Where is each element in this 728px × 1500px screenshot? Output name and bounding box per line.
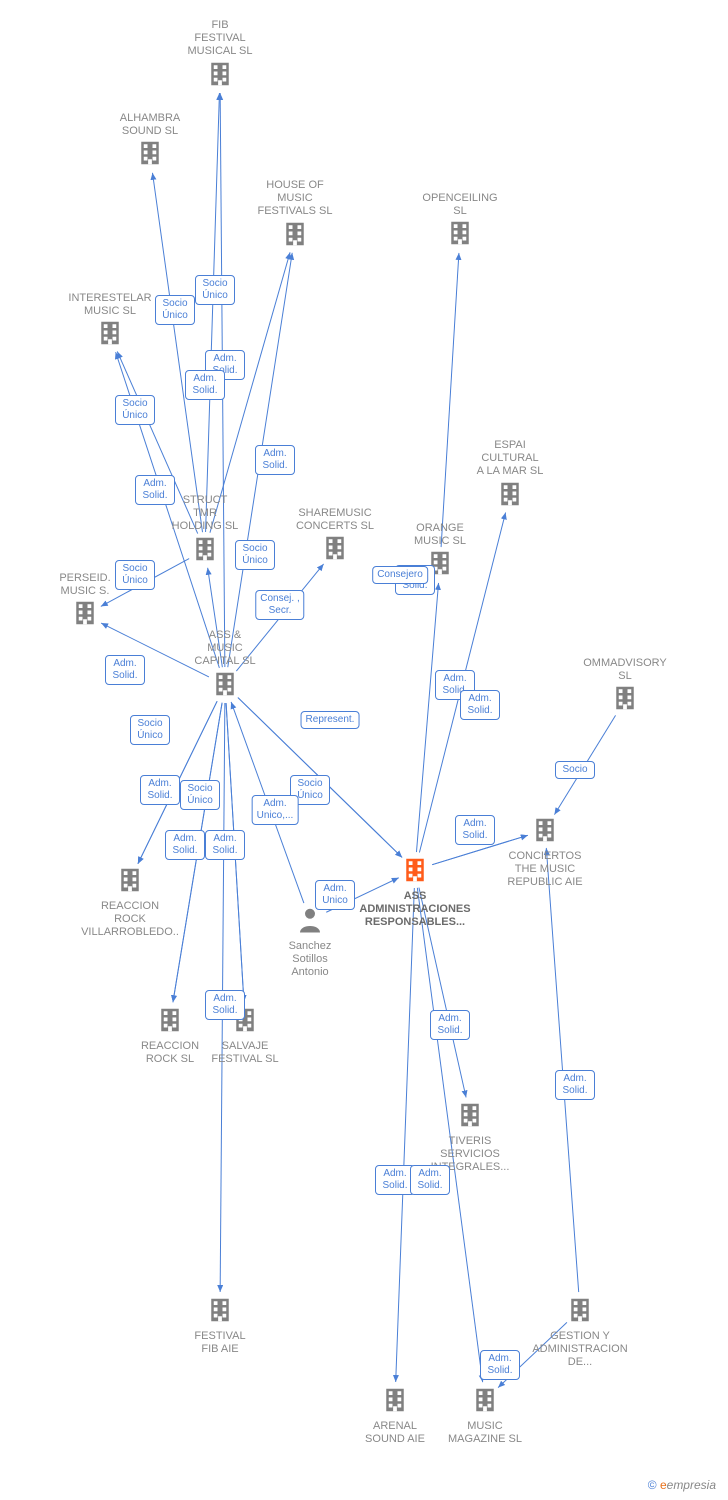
node-label: INTERESTELAR MUSIC SL — [50, 292, 170, 318]
building-icon — [280, 219, 310, 254]
node-label: SHAREMUSIC CONCERTS SL — [275, 507, 395, 533]
node-openceiling[interactable]: OPENCEILING SL — [400, 192, 520, 253]
node-label: ORANGE MUSIC SL — [380, 522, 500, 548]
building-icon — [135, 138, 165, 173]
node-label: ESPAI CULTURAL A LA MAR SL — [450, 439, 570, 479]
copyright-text: empresia — [667, 1478, 716, 1492]
edge-label: Adm.Solid. — [480, 1350, 520, 1380]
edge-line — [416, 583, 438, 852]
node-house_of_music[interactable]: HOUSE OF MUSIC FESTIVALS SL — [235, 179, 355, 254]
node-sharemusic[interactable]: SHAREMUSIC CONCERTS SL — [275, 507, 395, 568]
edge-label: SocioÚnico — [130, 715, 170, 745]
edge-label: Adm.Solid. — [105, 655, 145, 685]
edge-label: Adm.Solid. — [140, 775, 180, 805]
node-conciertos[interactable]: CONCIERTOS THE MUSIC REPUBLIC AIE — [485, 815, 605, 890]
node-sanchez[interactable]: Sanchez Sotillos Antonio — [250, 905, 370, 980]
edge-label: Adm.Solid. — [255, 445, 295, 475]
node-espai[interactable]: ESPAI CULTURAL A LA MAR SL — [450, 439, 570, 514]
node-salvaje[interactable]: SALVAJE FESTIVAL SL — [185, 1005, 305, 1066]
node-reaccion_vill[interactable]: REACCION ROCK VILLARROBLEDO.. — [70, 865, 190, 940]
node-label: SALVAJE FESTIVAL SL — [185, 1040, 305, 1066]
edge-label: SocioÚnico — [115, 560, 155, 590]
edge-label: SocioÚnico — [155, 295, 195, 325]
building-icon — [470, 1385, 500, 1420]
building-icon — [190, 534, 220, 569]
edge-label: SocioÚnico — [180, 780, 220, 810]
edge-label: Adm.Solid. — [205, 990, 245, 1020]
edge-label: Socio — [555, 761, 595, 779]
node-label: ASS ADMINISTRACIONES RESPONSABLES... — [355, 890, 475, 930]
node-label: ASS & MUSIC CAPITAL SL — [165, 629, 285, 669]
edge-label: Adm.Solid. — [555, 1070, 595, 1100]
node-label: CONCIERTOS THE MUSIC REPUBLIC AIE — [485, 850, 605, 890]
node-fib_festival[interactable]: FIB FESTIVAL MUSICAL SL — [160, 19, 280, 94]
edge-label: Adm.Solid. — [135, 475, 175, 505]
building-icon — [610, 683, 640, 718]
building-icon — [155, 1005, 185, 1040]
edge-label: SocioÚnico — [235, 540, 275, 570]
building-icon — [495, 479, 525, 514]
node-alhambra[interactable]: ALHAMBRA SOUND SL — [90, 112, 210, 173]
building-icon — [400, 855, 430, 890]
edge-label: Represent. — [301, 711, 360, 729]
building-icon — [530, 815, 560, 850]
node-festival_fib[interactable]: FESTIVAL FIB AIE — [160, 1295, 280, 1356]
edge-label: Consejero — [372, 566, 428, 584]
edges-layer — [0, 0, 728, 1500]
edge-label: Adm.Solid. — [165, 830, 205, 860]
person-icon — [295, 905, 325, 940]
node-interestelar[interactable]: INTERESTELAR MUSIC SL — [50, 292, 170, 353]
building-icon — [455, 1100, 485, 1135]
node-music_mag[interactable]: MUSIC MAGAZINE SL — [425, 1385, 545, 1446]
edge-label: Adm.Solid. — [185, 370, 225, 400]
node-label: FESTIVAL FIB AIE — [160, 1330, 280, 1356]
edge-label: Adm.Solid. — [430, 1010, 470, 1040]
building-icon — [320, 533, 350, 568]
building-icon — [445, 218, 475, 253]
node-ass_admin[interactable]: ASS ADMINISTRACIONES RESPONSABLES... — [355, 855, 475, 930]
building-icon — [565, 1295, 595, 1330]
node-tiveris[interactable]: TIVERIS SERVICIOS INTEGRALES... — [410, 1100, 530, 1175]
copyright: © eempresia — [648, 1478, 716, 1492]
edge-label: SocioÚnico — [195, 275, 235, 305]
building-icon — [70, 598, 100, 633]
node-label: FIB FESTIVAL MUSICAL SL — [160, 19, 280, 59]
edge-label: Adm.Solid. — [375, 1165, 415, 1195]
building-icon — [95, 318, 125, 353]
edge-label: Adm.Solid. — [410, 1165, 450, 1195]
edge-label: Adm.Unico,... — [252, 795, 299, 825]
edge-label: Consej. ,Secr. — [255, 590, 304, 620]
node-label: REACCION ROCK VILLARROBLEDO.. — [70, 900, 190, 940]
node-gestion[interactable]: GESTION Y ADMINISTRACION DE... — [520, 1295, 640, 1370]
building-icon — [205, 1295, 235, 1330]
edge-label: Adm.Solid. — [455, 815, 495, 845]
building-icon — [380, 1385, 410, 1420]
building-icon — [115, 865, 145, 900]
node-label: HOUSE OF MUSIC FESTIVALS SL — [235, 179, 355, 219]
building-icon — [210, 669, 240, 704]
building-icon — [205, 59, 235, 94]
edge-label: Adm.Unico — [315, 880, 355, 910]
node-ommadvisory[interactable]: OMMADVISORY SL — [565, 657, 685, 718]
edge-label: Adm.Solid. — [205, 830, 245, 860]
edge-label: Adm.Solid. — [460, 690, 500, 720]
edge-label: SocioÚnico — [115, 395, 155, 425]
node-ass_music_cap[interactable]: ASS & MUSIC CAPITAL SL — [165, 629, 285, 704]
node-label: OPENCEILING SL — [400, 192, 520, 218]
node-label: OMMADVISORY SL — [565, 657, 685, 683]
node-label: MUSIC MAGAZINE SL — [425, 1420, 545, 1446]
node-label: Sanchez Sotillos Antonio — [250, 940, 370, 980]
node-label: ALHAMBRA SOUND SL — [90, 112, 210, 138]
node-label: GESTION Y ADMINISTRACION DE... — [520, 1330, 640, 1370]
